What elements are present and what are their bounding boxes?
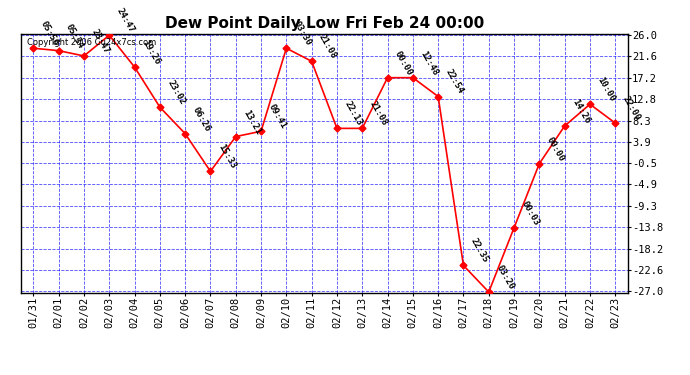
Text: 19:26: 19:26 bbox=[140, 39, 161, 66]
Text: 05:34: 05:34 bbox=[64, 22, 86, 50]
Text: 22:13: 22:13 bbox=[342, 100, 364, 128]
Text: 03:30: 03:30 bbox=[292, 20, 313, 48]
Text: 24:47: 24:47 bbox=[115, 7, 136, 34]
Text: 21:08: 21:08 bbox=[368, 100, 389, 128]
Text: 23:02: 23:02 bbox=[166, 79, 186, 106]
Text: 21:08: 21:08 bbox=[317, 33, 338, 60]
Title: Dew Point Daily Low Fri Feb 24 00:00: Dew Point Daily Low Fri Feb 24 00:00 bbox=[165, 16, 484, 31]
Text: 00:00: 00:00 bbox=[545, 135, 566, 163]
Text: Copyright 2006 Cu24x7cs.com: Copyright 2006 Cu24x7cs.com bbox=[27, 38, 156, 46]
Text: 23:47: 23:47 bbox=[90, 27, 110, 55]
Text: 05:56: 05:56 bbox=[39, 20, 60, 48]
Text: 06:26: 06:26 bbox=[190, 105, 212, 133]
Text: 09:41: 09:41 bbox=[266, 103, 288, 130]
Text: 12:48: 12:48 bbox=[418, 49, 440, 77]
Text: 15:33: 15:33 bbox=[216, 143, 237, 171]
Text: 22:00: 22:00 bbox=[621, 94, 642, 122]
Text: 10:00: 10:00 bbox=[595, 76, 617, 104]
Text: 22:54: 22:54 bbox=[444, 68, 465, 96]
Text: 22:35: 22:35 bbox=[469, 237, 490, 265]
Text: 14:26: 14:26 bbox=[570, 98, 591, 125]
Text: 00:03: 00:03 bbox=[520, 199, 541, 227]
Text: 00:00: 00:00 bbox=[393, 49, 414, 77]
Text: 13:21: 13:21 bbox=[241, 108, 262, 136]
Text: 03:20: 03:20 bbox=[494, 264, 515, 291]
